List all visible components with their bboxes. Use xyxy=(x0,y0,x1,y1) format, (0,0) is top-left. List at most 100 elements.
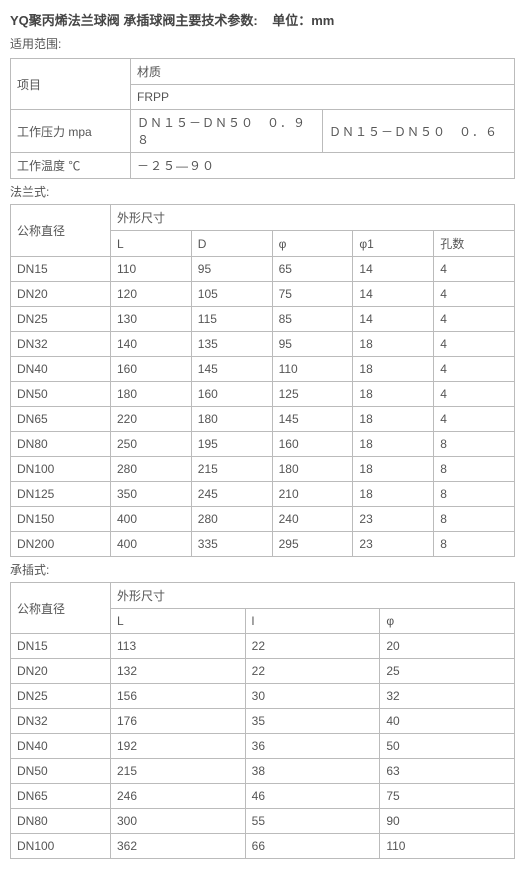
cell-phi: 180 xyxy=(272,457,353,482)
flange-label: 法兰式: xyxy=(10,183,515,200)
cell-phi1: 18 xyxy=(353,482,434,507)
wt-label: 工作温度 ℃ xyxy=(11,153,131,179)
material-value: FRPP xyxy=(131,85,515,110)
cell-phi: 95 xyxy=(272,332,353,357)
cell-phi: 85 xyxy=(272,307,353,332)
table-row: DN201322225 xyxy=(11,659,515,684)
table-row: DN2513011585144 xyxy=(11,307,515,332)
cell-D: 195 xyxy=(191,432,272,457)
cell-D: 160 xyxy=(191,382,272,407)
cell-holes: 4 xyxy=(434,282,515,307)
col-l: l xyxy=(245,609,380,634)
table-row: DN321763540 xyxy=(11,709,515,734)
cell-d: DN65 xyxy=(11,407,111,432)
table-row: DN151132220 xyxy=(11,634,515,659)
dims-header: 外形尺寸 xyxy=(111,583,515,609)
table-row: DN251563032 xyxy=(11,684,515,709)
cell-phi: 25 xyxy=(380,659,515,684)
cell-l: 35 xyxy=(245,709,380,734)
cell-L: 132 xyxy=(111,659,246,684)
cell-L: 180 xyxy=(111,382,192,407)
cell-L: 215 xyxy=(111,759,246,784)
table-row: 公称直径 外形尺寸 xyxy=(11,205,515,231)
cell-l: 30 xyxy=(245,684,380,709)
cell-l: 55 xyxy=(245,809,380,834)
cell-d: DN100 xyxy=(11,834,111,859)
cell-d: DN200 xyxy=(11,532,111,557)
page-title: YQ聚丙烯法兰球阀 承插球阀主要技术参数: 单位：mm xyxy=(10,10,515,29)
cell-D: 115 xyxy=(191,307,272,332)
cell-d: DN25 xyxy=(11,684,111,709)
cell-d: DN32 xyxy=(11,332,111,357)
table-row: DN151109565144 xyxy=(11,257,515,282)
cell-phi1: 14 xyxy=(353,282,434,307)
cell-L: 120 xyxy=(111,282,192,307)
cell-phi1: 18 xyxy=(353,432,434,457)
cell-phi: 125 xyxy=(272,382,353,407)
cell-L: 246 xyxy=(111,784,246,809)
table-row: DN50180160125184 xyxy=(11,382,515,407)
cell-L: 140 xyxy=(111,332,192,357)
cell-d: DN15 xyxy=(11,257,111,282)
cell-holes: 8 xyxy=(434,507,515,532)
cell-phi: 110 xyxy=(380,834,515,859)
cell-phi1: 23 xyxy=(353,507,434,532)
socket-label: 承插式: xyxy=(10,561,515,578)
cell-D: 245 xyxy=(191,482,272,507)
cell-L: 250 xyxy=(111,432,192,457)
cell-phi: 90 xyxy=(380,809,515,834)
cell-d: DN80 xyxy=(11,432,111,457)
cell-L: 156 xyxy=(111,684,246,709)
cell-phi: 210 xyxy=(272,482,353,507)
cell-phi: 145 xyxy=(272,407,353,432)
socket-table: 公称直径 外形尺寸 L l φ DN151132220DN201322225DN… xyxy=(10,582,515,859)
cell-l: 22 xyxy=(245,634,380,659)
cell-L: 192 xyxy=(111,734,246,759)
cell-d: DN25 xyxy=(11,307,111,332)
wp-value-1: ＤＮ１５－ＤＮ５０ ０．９８ xyxy=(131,110,323,153)
cell-phi: 63 xyxy=(380,759,515,784)
cell-phi: 240 xyxy=(272,507,353,532)
title-text-2: 单位：mm xyxy=(272,13,334,28)
wp-label: 工作压力 mpa xyxy=(11,110,131,153)
cell-L: 110 xyxy=(111,257,192,282)
cell-L: 400 xyxy=(111,532,192,557)
cell-l: 36 xyxy=(245,734,380,759)
table-row: DN150400280240238 xyxy=(11,507,515,532)
wp-value-2: ＤＮ１５－ＤＮ５０ ０．６ xyxy=(323,110,515,153)
table-row: 工作压力 mpa ＤＮ１５－ＤＮ５０ ０．９８ ＤＮ１５－ＤＮ５０ ０．６ xyxy=(11,110,515,153)
cell-phi: 20 xyxy=(380,634,515,659)
cell-phi: 160 xyxy=(272,432,353,457)
cell-d: DN150 xyxy=(11,507,111,532)
cell-L: 113 xyxy=(111,634,246,659)
table-row: 公称直径 外形尺寸 xyxy=(11,583,515,609)
table-row: DN80250195160188 xyxy=(11,432,515,457)
dims-header: 外形尺寸 xyxy=(111,205,515,231)
cell-l: 66 xyxy=(245,834,380,859)
table-row: DN2012010575144 xyxy=(11,282,515,307)
table-row: 项目 材质 xyxy=(11,59,515,85)
table-row: DN125350245210188 xyxy=(11,482,515,507)
cell-holes: 4 xyxy=(434,332,515,357)
cell-L: 220 xyxy=(111,407,192,432)
cell-holes: 8 xyxy=(434,532,515,557)
cell-phi: 75 xyxy=(272,282,353,307)
item-header: 项目 xyxy=(11,59,131,110)
table-row: DN200400335295238 xyxy=(11,532,515,557)
cell-phi1: 18 xyxy=(353,407,434,432)
cell-d: DN100 xyxy=(11,457,111,482)
col-phi: φ xyxy=(272,231,353,257)
diam-header: 公称直径 xyxy=(11,205,111,257)
cell-L: 400 xyxy=(111,507,192,532)
cell-phi: 110 xyxy=(272,357,353,382)
cell-d: DN32 xyxy=(11,709,111,734)
cell-l: 22 xyxy=(245,659,380,684)
cell-phi1: 18 xyxy=(353,382,434,407)
cell-d: DN125 xyxy=(11,482,111,507)
cell-holes: 8 xyxy=(434,457,515,482)
col-D: D xyxy=(191,231,272,257)
cell-d: DN20 xyxy=(11,282,111,307)
cell-L: 160 xyxy=(111,357,192,382)
cell-holes: 4 xyxy=(434,382,515,407)
table-row: DN401923650 xyxy=(11,734,515,759)
